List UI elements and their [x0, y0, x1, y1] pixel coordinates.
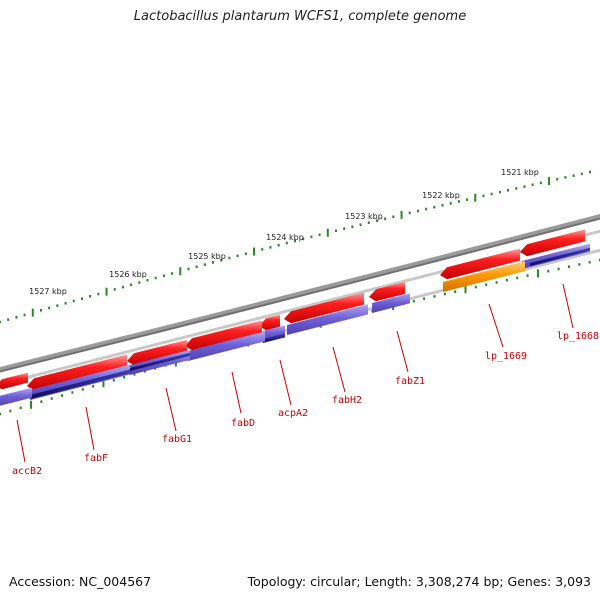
- cds-fabG1: [127, 339, 187, 366]
- feature-fabF-inner: [30, 369, 130, 399]
- feature-fabG1-inner: [130, 352, 190, 371]
- gene-leader-line: [85, 406, 95, 451]
- ruler-label: 1527 kbp: [29, 287, 67, 296]
- gene-features: [0, 229, 600, 406]
- gene-label: acpA2: [278, 408, 308, 419]
- gene-label: lp_1668: [557, 331, 599, 342]
- gene-leader-line: [488, 303, 504, 348]
- feature-fabD: [188, 331, 265, 361]
- feature-lp_1668-inner: [530, 247, 590, 266]
- gene-label: fabD: [231, 418, 255, 429]
- gene-leader-line: [165, 387, 177, 432]
- feature-acpA2: [263, 325, 285, 341]
- feature-acpA2-inner: [263, 333, 285, 343]
- ruler-label: 1521 kbp: [501, 168, 539, 177]
- gene-leader-line: [279, 359, 292, 406]
- gene-leader-line: [332, 346, 346, 393]
- gene-label: accB2: [12, 466, 42, 477]
- gene-label: fabZ1: [395, 376, 425, 387]
- cds-acpA2: [259, 314, 280, 331]
- ruler-ticks: [0, 170, 591, 324]
- cds-fabD: [185, 320, 262, 351]
- feature-accB2: [0, 387, 32, 406]
- cds-lp_1669: [440, 248, 520, 280]
- cds-fabZ1: [369, 281, 405, 302]
- gene-label: fabH2: [332, 395, 362, 406]
- ruler-label: 1523 kbp: [345, 212, 383, 221]
- feature-fabZ1: [372, 293, 410, 313]
- feature-fabH2: [287, 304, 368, 335]
- ruler-label: 1524 kbp: [266, 233, 304, 242]
- cds-fabH2: [284, 292, 364, 324]
- inner-ticks: [0, 258, 600, 416]
- ruler-labels: 1521 kbp 1522 kbp 1523 kbp 1524 kbp 1525 kbp…: [29, 168, 539, 296]
- accession-label: Accession: NC_004567: [9, 574, 152, 589]
- gene-labels: lp_1668 lp_1669 fabZ1 fabH2 acpA2 fabD fabG1 fa…: [12, 283, 599, 477]
- gene-leader-line: [562, 283, 574, 329]
- ruler-label: 1526 kbp: [109, 270, 147, 279]
- gene-leader-line: [396, 330, 409, 373]
- cds-lp_1668: [520, 229, 585, 257]
- ruler-label: 1525 kbp: [188, 252, 226, 261]
- gene-leader-line: [231, 371, 242, 414]
- gene-label: fabF: [84, 453, 108, 464]
- feature-lp_1669: [443, 261, 525, 292]
- topology-label: Topology: circular; Length: 3,308,274 bp…: [247, 574, 591, 589]
- cds-accB2: [0, 372, 28, 390]
- gene-label: fabG1: [162, 434, 192, 445]
- gene-leader-line: [16, 419, 26, 463]
- cds-fabF: [27, 354, 127, 391]
- genome-backbone-shadow: [0, 217, 600, 373]
- ruler-label: 1522 kbp: [422, 191, 460, 200]
- genome-backbone: [0, 214, 600, 373]
- map-title: Lactobacillus plantarum WCFS1, complete …: [133, 9, 467, 24]
- gene-label: lp_1669: [485, 351, 527, 362]
